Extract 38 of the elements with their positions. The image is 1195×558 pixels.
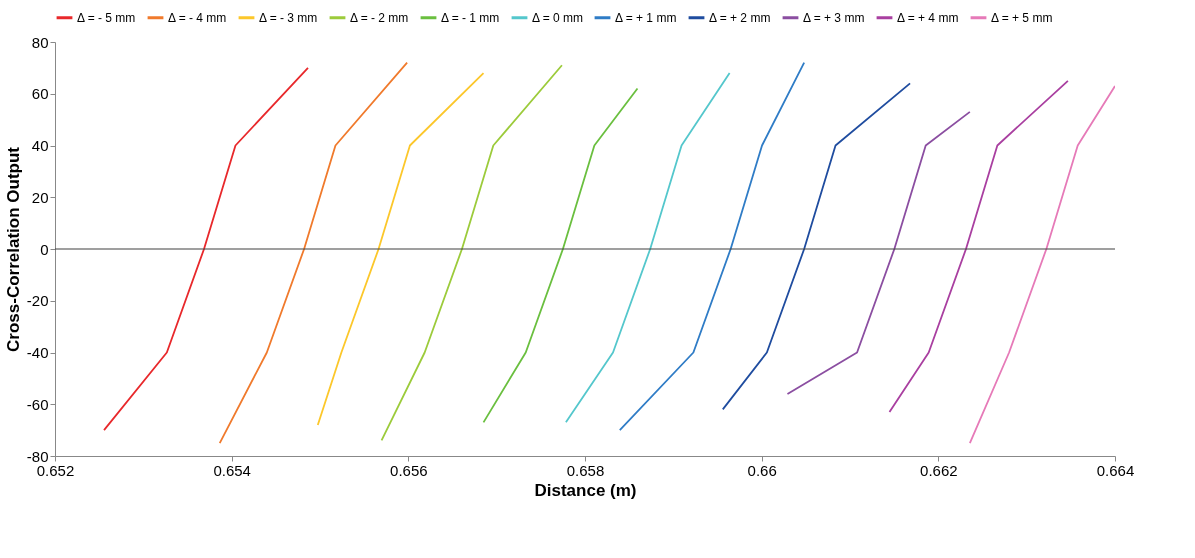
y-tick-label: -60 <box>26 395 49 413</box>
legend-label: Δ = 0 mm <box>532 10 584 25</box>
y-tick-label: 0 <box>40 240 49 258</box>
y-tick-label: 20 <box>31 188 49 206</box>
x-tick-label: 0.654 <box>213 461 251 479</box>
y-tick-label: 60 <box>31 85 49 103</box>
legend-label: Δ = + 5 mm <box>991 10 1053 25</box>
legend-label: Δ = - 4 mm <box>168 10 227 25</box>
legend-label: Δ = + 1 mm <box>615 10 677 25</box>
line-series <box>888 79 1069 413</box>
line-series <box>380 64 563 442</box>
legend-label: Δ = - 1 mm <box>441 10 500 25</box>
x-tick-label: 0.662 <box>920 461 958 479</box>
line-series <box>968 85 1115 444</box>
legend-label: Δ = - 2 mm <box>350 10 409 25</box>
line-series <box>565 72 731 424</box>
y-tick-label: -40 <box>26 344 49 361</box>
legend-label: Δ = + 3 mm <box>803 10 865 25</box>
x-axis-title: Distance (m) <box>534 480 637 500</box>
x-tick-label: 0.664 <box>1096 461 1135 479</box>
line-series <box>103 66 309 432</box>
y-tick-label: -20 <box>26 292 49 310</box>
y-tick-label: 40 <box>31 137 49 154</box>
legend-label: Δ = + 4 mm <box>897 10 959 25</box>
line-series <box>786 110 971 395</box>
line-series <box>218 61 408 444</box>
legend-label: Δ = - 5 mm <box>77 10 136 25</box>
y-axis-title: Cross-Correlation Output <box>3 146 23 352</box>
x-tick-label: 0.658 <box>566 461 605 479</box>
x-tick-label: 0.656 <box>390 461 428 479</box>
line-series <box>482 87 639 424</box>
line-series <box>316 72 485 426</box>
legend-label: Δ = - 3 mm <box>259 10 318 25</box>
x-tick-label: 0.66 <box>747 461 777 479</box>
line-series <box>721 82 911 411</box>
line-series <box>618 61 806 432</box>
legend-label: Δ = + 2 mm <box>709 10 771 25</box>
y-tick-label: 80 <box>31 33 49 51</box>
